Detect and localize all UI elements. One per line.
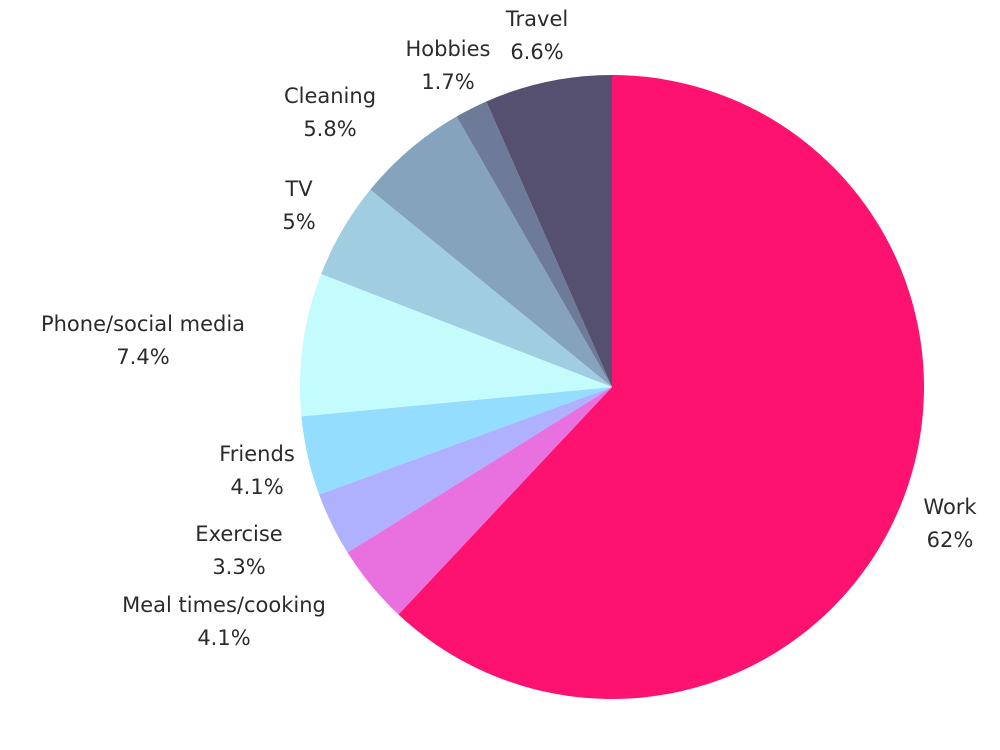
slice-value-exercise: 3.3% (212, 555, 265, 579)
slice-label-cleaning: Cleaning (284, 84, 376, 108)
slice-label-travel: Travel (505, 7, 568, 31)
slice-labels: Work 62% Meal times/cooking 4.1% Exercise 3.3… (41, 7, 977, 650)
slice-value-hobbies: 1.7% (421, 70, 474, 94)
slice-label-phone-social-media: Phone/social media (41, 312, 245, 336)
pie-slice-tv (321, 189, 612, 387)
slice-value-meal-times-cooking: 4.1% (197, 626, 250, 650)
slice-value-cleaning: 5.8% (303, 117, 356, 141)
slice-label-meal-times-cooking: Meal times/cooking (122, 593, 326, 617)
pie-slice-meal-times-cooking (347, 387, 612, 615)
slice-label-hobbies: Hobbies (406, 37, 491, 61)
pie-slice-friends (301, 387, 612, 495)
pie-slice-exercise (319, 387, 612, 553)
slice-label-friends: Friends (219, 442, 295, 466)
pie-slice-travel (486, 75, 612, 387)
pie-slice-work (398, 75, 924, 699)
slice-value-work: 62% (927, 528, 974, 552)
pie-slices (299, 75, 924, 699)
slice-value-travel: 6.6% (510, 40, 563, 64)
pie-slice-hobbies (456, 101, 612, 387)
pie-slice-phone-social-media (299, 273, 612, 417)
slice-value-friends: 4.1% (230, 475, 283, 499)
slice-label-tv: TV (284, 177, 313, 201)
slice-label-work: Work (923, 495, 977, 519)
slice-value-phone-social-media: 7.4% (116, 345, 169, 369)
pie-slice-cleaning (370, 116, 612, 387)
slice-label-exercise: Exercise (195, 522, 282, 546)
slice-value-tv: 5% (282, 210, 315, 234)
